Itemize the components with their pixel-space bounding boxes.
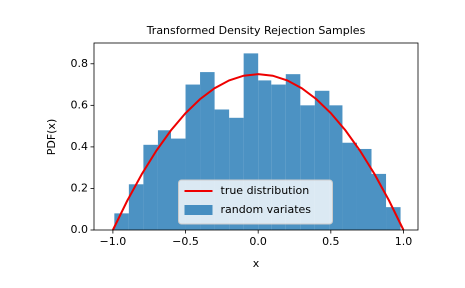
legend: true distribution random variates: [178, 179, 333, 225]
chart-title: Transformed Density Rejection Samples: [146, 24, 366, 37]
histogram-bar: [157, 130, 172, 230]
y-tick-label: 0.2: [71, 181, 89, 194]
legend-label: true distribution: [221, 184, 310, 197]
histogram-bar: [386, 207, 401, 230]
histogram-bar: [356, 148, 372, 230]
x-tick-label: 1.0: [395, 235, 413, 248]
x-tick-label: 0.5: [322, 235, 340, 248]
y-tick-label: 0.6: [71, 98, 89, 111]
legend-swatch: [184, 205, 213, 215]
y-axis-label: PDF(x): [45, 119, 58, 156]
x-axis-label: x: [253, 257, 260, 270]
pdf-line: [111, 73, 405, 231]
legend-label: random variates: [221, 203, 312, 216]
legend-box: [178, 179, 333, 225]
x-tick-label: 0.0: [249, 235, 267, 248]
histogram-bar: [342, 142, 357, 230]
y-tick-label: 0.0: [71, 223, 89, 236]
histogram-bar: [128, 184, 144, 230]
y-tick-label: 0.4: [71, 140, 89, 153]
axes-frame: [93, 42, 419, 231]
x-tick-label: −1.0: [100, 235, 127, 248]
histogram-bar: [143, 144, 158, 230]
y-tick-label: 0.8: [71, 57, 89, 70]
x-tick-label: −0.5: [172, 235, 199, 248]
